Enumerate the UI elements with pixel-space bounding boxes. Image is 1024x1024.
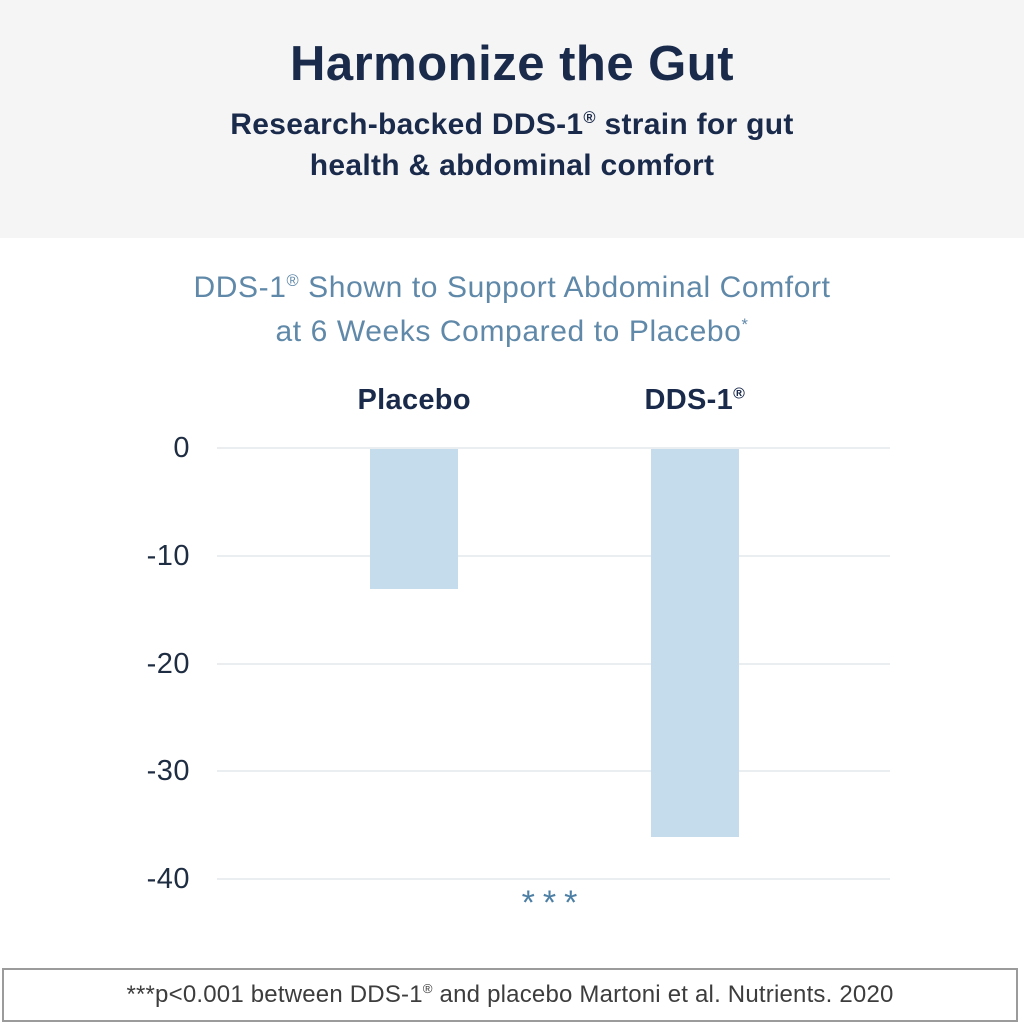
registered-trademark-symbol: ® — [583, 109, 596, 128]
y-axis-label: -20 — [146, 647, 190, 680]
gridline — [217, 878, 890, 880]
header-subtitle-text: Research-backed DDS-1 — [230, 108, 584, 142]
bar-chart: 0 -10 -20 -30 -40 — [147, 432, 890, 895]
asterisk-footnote-symbol: * — [741, 316, 749, 334]
bar-dds-1 — [650, 449, 739, 837]
chart-title: DDS-1® Shown to Support Abdominal Comfor… — [0, 266, 1024, 354]
bar-placebo — [370, 449, 459, 590]
chart-title-text: DDS-1 — [193, 271, 287, 304]
registered-trademark-symbol: ® — [286, 272, 300, 290]
y-axis-label: -40 — [146, 863, 190, 895]
header-subtitle: Research-backed DDS-1® strain for gut hea… — [0, 104, 1024, 186]
footnote: ***p<0.001 between DDS-1® and placebo Ma… — [2, 968, 1018, 1022]
page-title: Harmonize the Gut — [289, 37, 735, 91]
gridline — [217, 770, 890, 773]
significance-marker: *** — [521, 884, 586, 922]
header: Harmonize the Gut Research-backed DDS-1®… — [0, 0, 1024, 238]
category-label: Placebo — [357, 384, 471, 416]
footnote-text: ***p<0.001 between DDS-1 — [126, 981, 423, 1008]
header-subtitle-text: strain for gut — [595, 108, 794, 142]
category-labels: Placebo DDS-1® — [217, 384, 890, 422]
chart-title-text: Shown to Support Abdominal Comfort — [299, 271, 831, 304]
registered-trademark-symbol: ® — [733, 385, 746, 403]
gridline — [217, 447, 890, 449]
category-label: DDS-1® — [644, 384, 746, 416]
footnote-text: and placebo Martoni et al. Nutrients. 20… — [432, 981, 894, 1008]
gridline — [217, 554, 890, 557]
y-axis-label: -30 — [146, 755, 190, 788]
y-axis-label: 0 — [173, 432, 190, 464]
header-subtitle-text: health & abdominal comfort — [309, 149, 715, 183]
chart-title-text: at 6 Weeks Compared to Placebo — [275, 315, 742, 348]
footnote-text: ***p<0.001 between DDS-1® and placebo Ma… — [126, 981, 893, 1009]
gridline — [217, 662, 890, 665]
registered-trademark-symbol: ® — [422, 981, 433, 996]
y-axis-label: -10 — [146, 539, 190, 572]
